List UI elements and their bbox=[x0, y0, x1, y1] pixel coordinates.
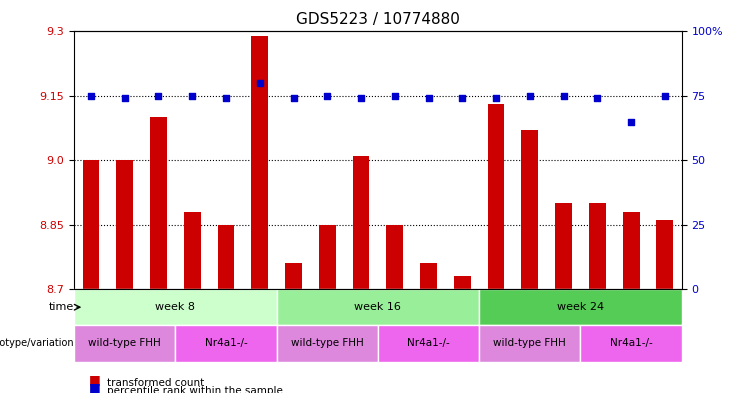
Bar bbox=[589, 203, 606, 289]
FancyBboxPatch shape bbox=[74, 325, 176, 362]
Text: Nr4a1-/-: Nr4a1-/- bbox=[610, 338, 653, 349]
FancyBboxPatch shape bbox=[378, 325, 479, 362]
Bar bbox=[555, 203, 572, 289]
Point bbox=[85, 93, 97, 99]
Point bbox=[524, 93, 536, 99]
Text: week 24: week 24 bbox=[557, 302, 604, 312]
Text: percentile rank within the sample: percentile rank within the sample bbox=[107, 386, 283, 393]
Text: Nr4a1-/-: Nr4a1-/- bbox=[205, 338, 247, 349]
Bar bbox=[319, 225, 336, 289]
Title: GDS5223 / 10774880: GDS5223 / 10774880 bbox=[296, 13, 460, 28]
Point bbox=[322, 93, 333, 99]
FancyBboxPatch shape bbox=[176, 325, 276, 362]
Bar bbox=[353, 156, 370, 289]
Point bbox=[591, 95, 603, 101]
Point bbox=[153, 93, 165, 99]
Text: week 16: week 16 bbox=[354, 302, 402, 312]
FancyBboxPatch shape bbox=[74, 289, 276, 325]
FancyBboxPatch shape bbox=[276, 289, 479, 325]
Point bbox=[220, 95, 232, 101]
Text: ■: ■ bbox=[89, 381, 101, 393]
Point bbox=[456, 95, 468, 101]
Bar bbox=[184, 212, 201, 289]
FancyBboxPatch shape bbox=[580, 325, 682, 362]
Bar bbox=[285, 263, 302, 289]
Bar bbox=[622, 212, 639, 289]
Point bbox=[254, 80, 266, 86]
Text: wild-type FHH: wild-type FHH bbox=[291, 338, 364, 349]
Point bbox=[355, 95, 367, 101]
Point bbox=[659, 93, 671, 99]
Bar bbox=[488, 105, 505, 289]
Bar bbox=[251, 36, 268, 289]
Bar bbox=[218, 225, 234, 289]
FancyBboxPatch shape bbox=[479, 289, 682, 325]
Point bbox=[490, 95, 502, 101]
Text: genotype/variation: genotype/variation bbox=[0, 338, 74, 349]
Point bbox=[288, 95, 299, 101]
Point bbox=[186, 93, 198, 99]
Bar bbox=[453, 276, 471, 289]
Bar bbox=[657, 220, 674, 289]
Text: wild-type FHH: wild-type FHH bbox=[494, 338, 566, 349]
FancyBboxPatch shape bbox=[479, 325, 580, 362]
Point bbox=[389, 93, 401, 99]
Bar bbox=[386, 225, 403, 289]
Point bbox=[422, 95, 434, 101]
Text: time: time bbox=[49, 302, 74, 312]
Text: Nr4a1-/-: Nr4a1-/- bbox=[407, 338, 450, 349]
Text: week 8: week 8 bbox=[156, 302, 196, 312]
Bar bbox=[150, 118, 167, 289]
Text: wild-type FHH: wild-type FHH bbox=[88, 338, 161, 349]
Bar bbox=[82, 160, 99, 289]
FancyBboxPatch shape bbox=[276, 325, 378, 362]
Bar bbox=[522, 130, 538, 289]
Point bbox=[625, 118, 637, 125]
Bar bbox=[116, 160, 133, 289]
Text: ■: ■ bbox=[89, 373, 101, 386]
Bar bbox=[420, 263, 437, 289]
Point bbox=[119, 95, 130, 101]
Text: transformed count: transformed count bbox=[107, 378, 205, 388]
Point bbox=[558, 93, 570, 99]
